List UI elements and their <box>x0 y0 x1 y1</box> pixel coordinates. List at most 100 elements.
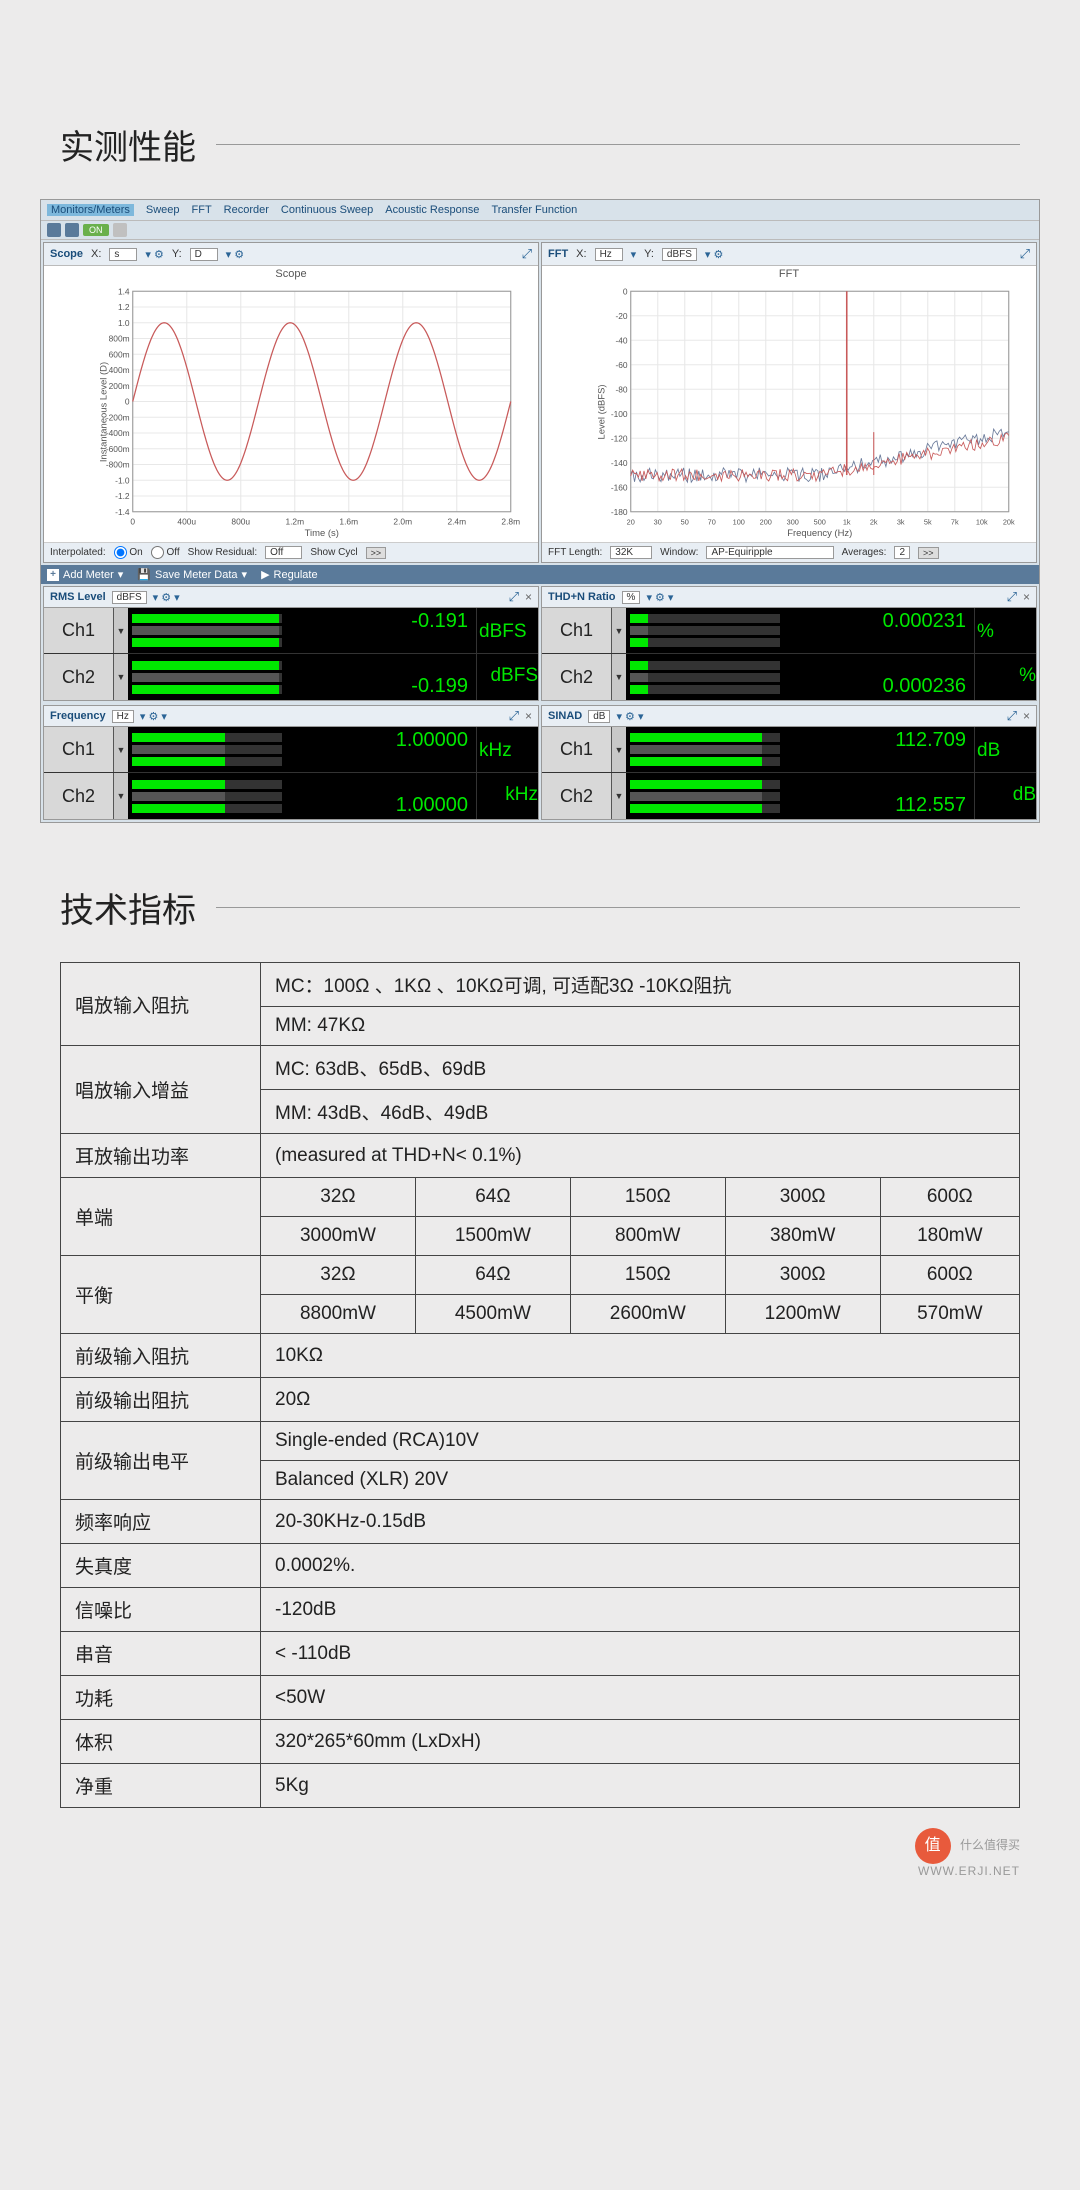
channel-dropdown[interactable]: ▼ <box>612 727 626 772</box>
svg-text:-1.4: -1.4 <box>115 507 130 517</box>
close-icon[interactable]: × <box>525 709 532 723</box>
meter-row-rms-Ch2: Ch2 ▼ -0.199 dBFS <box>44 654 538 700</box>
perf-heading: 实测性能 <box>60 120 196 169</box>
meter-unit-select[interactable]: Hz <box>112 710 134 723</box>
svg-text:800u: 800u <box>231 516 250 526</box>
meter-unit: kHz <box>476 773 538 819</box>
svg-text:-80: -80 <box>615 384 627 394</box>
meter-unit: dB <box>974 727 1036 772</box>
scope-x-select[interactable]: s <box>109 248 137 261</box>
fft-y-select[interactable]: dBFS <box>662 248 697 261</box>
channel-label: Ch1 <box>44 608 114 653</box>
meter-unit: dBFS <box>476 654 538 700</box>
close-icon[interactable]: × <box>1023 590 1030 604</box>
meter-value: 112.709 <box>895 729 966 752</box>
svg-text:1.6m: 1.6m <box>339 516 358 526</box>
menu-monitors[interactable]: Monitors/Meters <box>47 204 134 216</box>
interp-off[interactable]: Off <box>151 546 180 559</box>
meter-unit: dBFS <box>476 608 538 653</box>
svg-text:70: 70 <box>708 517 716 526</box>
fft-window-select[interactable]: AP-Equiripple <box>706 546 833 559</box>
meter-title: THD+N Ratio <box>548 591 616 603</box>
menu-acoustic[interactable]: Acoustic Response <box>385 204 479 216</box>
fft-x-select[interactable]: Hz <box>595 248 623 261</box>
on-button[interactable]: ON <box>83 224 109 236</box>
svg-text:1.2m: 1.2m <box>285 516 304 526</box>
svg-text:2.0m: 2.0m <box>393 516 412 526</box>
svg-text:-20: -20 <box>615 311 627 321</box>
channel-dropdown[interactable]: ▼ <box>612 608 626 653</box>
measurement-app: Monitors/Meters Sweep FFT Recorder Conti… <box>40 199 1040 823</box>
toolbar: ON <box>41 221 1039 240</box>
close-icon[interactable]: × <box>525 590 532 604</box>
expand-icon[interactable]: ⤢ <box>509 589 519 605</box>
scope-title: Scope <box>50 248 83 260</box>
svg-text:1.2: 1.2 <box>118 302 130 312</box>
channel-dropdown[interactable]: ▼ <box>612 654 626 700</box>
section-performance-title: 实测性能 <box>60 120 1020 169</box>
svg-text:Time (s): Time (s) <box>305 528 339 538</box>
residual-select[interactable]: Off <box>265 546 302 559</box>
tb-icon-3[interactable] <box>113 223 127 237</box>
svg-text:-120: -120 <box>611 433 628 443</box>
menu-contsweep[interactable]: Continuous Sweep <box>281 204 373 216</box>
expand-icon[interactable]: ⤢ <box>522 246 532 262</box>
meter-thd: THD+N Ratio % ▾ ⚙ ▾ ⤢ × Ch1 ▼ 0.000231 %… <box>541 586 1037 701</box>
svg-text:200m: 200m <box>109 381 130 391</box>
svg-text:7k: 7k <box>951 517 959 526</box>
save-meter-button[interactable]: 💾 Save Meter Data ▾ <box>137 568 247 581</box>
add-meter-button[interactable]: +Add Meter ▾ <box>47 568 123 581</box>
expand-icon[interactable]: ⤢ <box>509 708 519 724</box>
menu-transfer[interactable]: Transfer Function <box>491 204 577 216</box>
svg-text:Instantaneous Level (D): Instantaneous Level (D) <box>99 362 110 462</box>
meter-title: RMS Level <box>50 591 106 603</box>
scope-y-select[interactable]: D <box>190 248 218 261</box>
meter-unit-select[interactable]: % <box>622 591 641 604</box>
fft-length-select[interactable]: 32K <box>610 546 652 559</box>
meter-rms: RMS Level dBFS ▾ ⚙ ▾ ⤢ × Ch1 ▼ -0.191 dB… <box>43 586 539 701</box>
regulate-button[interactable]: ▶ Regulate <box>261 568 318 581</box>
meter-unit-select[interactable]: dB <box>588 710 610 723</box>
channel-dropdown[interactable]: ▼ <box>114 727 128 772</box>
scope-chart: 1.41.21.0800m600m400m200m0-200m-400m-600… <box>44 282 538 542</box>
menu-recorder[interactable]: Recorder <box>224 204 269 216</box>
channel-dropdown[interactable]: ▼ <box>612 773 626 819</box>
expand-icon[interactable]: ⤢ <box>1007 708 1017 724</box>
fft-avg-input[interactable]: 2 <box>894 546 910 559</box>
meter-value: 112.557 <box>895 794 966 817</box>
meter-title: SINAD <box>548 710 582 722</box>
channel-dropdown[interactable]: ▼ <box>114 773 128 819</box>
svg-text:Frequency (Hz): Frequency (Hz) <box>787 528 852 538</box>
interp-on[interactable]: On <box>114 546 143 559</box>
close-icon[interactable]: × <box>1023 709 1030 723</box>
meter-value: -0.191 <box>411 610 468 633</box>
meter-title: Frequency <box>50 710 106 722</box>
svg-text:-1.0: -1.0 <box>115 475 130 485</box>
channel-dropdown[interactable]: ▼ <box>114 608 128 653</box>
channel-label: Ch1 <box>542 727 612 772</box>
channel-dropdown[interactable]: ▼ <box>114 654 128 700</box>
tb-icon-2[interactable] <box>65 223 79 237</box>
menubar: Monitors/Meters Sweep FFT Recorder Conti… <box>41 200 1039 221</box>
expand-icon[interactable]: ⤢ <box>1007 589 1017 605</box>
svg-text:50: 50 <box>681 517 689 526</box>
fft-title: FFT <box>548 248 568 260</box>
expand-icon[interactable]: ⤢ <box>1020 246 1030 262</box>
svg-text:-160: -160 <box>611 482 628 492</box>
svg-text:200: 200 <box>760 517 772 526</box>
meter-value: 1.00000 <box>396 729 468 752</box>
menu-fft[interactable]: FFT <box>192 204 212 216</box>
menu-sweep[interactable]: Sweep <box>146 204 180 216</box>
scope-more[interactable]: >> <box>366 547 387 559</box>
fft-more[interactable]: >> <box>918 547 939 559</box>
svg-text:2.8m: 2.8m <box>501 516 520 526</box>
svg-text:20k: 20k <box>1003 517 1015 526</box>
meter-value: -0.199 <box>411 675 468 698</box>
svg-text:500: 500 <box>814 517 826 526</box>
meter-unit-select[interactable]: dBFS <box>112 591 147 604</box>
svg-text:2k: 2k <box>870 517 878 526</box>
meter-unit: % <box>974 608 1036 653</box>
svg-text:400u: 400u <box>177 516 196 526</box>
tb-icon-1[interactable] <box>47 223 61 237</box>
meter-unit: % <box>974 654 1036 700</box>
